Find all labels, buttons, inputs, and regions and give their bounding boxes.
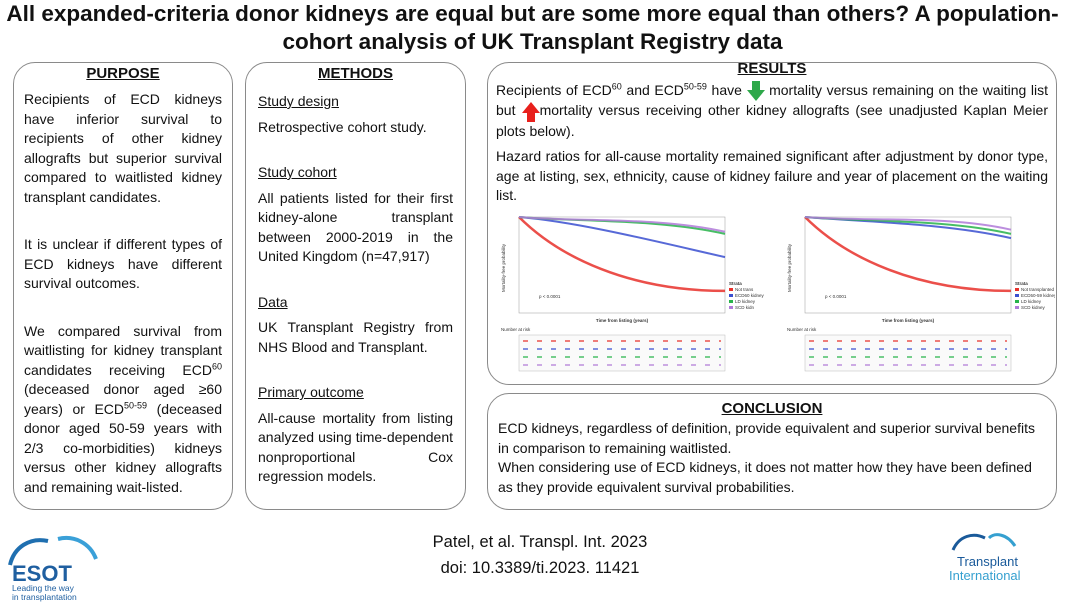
- journal-logo: Transplant International: [949, 533, 1021, 583]
- sup: 60: [211, 360, 222, 371]
- km-plot: Mortality-free probability Time from list…: [501, 216, 765, 372]
- km-plot: Mortality-free probability Time from list…: [787, 216, 1055, 372]
- legend-swatch: [729, 294, 733, 297]
- text: Retrospective cohort study.: [258, 118, 427, 135]
- legend-swatch: [729, 300, 733, 303]
- text: UK Transplant Registry from NHS Blood an…: [258, 319, 453, 355]
- doi: doi: 10.3389/ti.2023. 11421: [440, 559, 640, 577]
- text: (deceased donor aged 50-59 years with 2/…: [24, 400, 222, 495]
- legend-swatch: [1015, 294, 1019, 297]
- risk-table: [518, 334, 726, 372]
- sup: 60: [611, 81, 622, 92]
- text: mortality versus receiving other kidney …: [496, 102, 1049, 139]
- heading: METHODS: [318, 65, 393, 82]
- km-curve: [804, 216, 1012, 293]
- heading: CONCLUSION: [721, 400, 823, 417]
- legend-label: ECD50-59 kidney: [1021, 293, 1055, 298]
- x-axis-label: Time from listing (years): [596, 318, 649, 323]
- logo-name: ESOT: [12, 561, 72, 586]
- p-value: p < 0.0001: [825, 294, 847, 299]
- risk-title: Number at risk: [787, 327, 817, 332]
- text: We compared survival from waitlisting fo…: [24, 322, 222, 378]
- text: Recipients of ECD kidneys have inferior …: [24, 91, 222, 205]
- text: have: [706, 82, 742, 98]
- text: and ECD: [621, 82, 684, 98]
- methods-body: Study design Retrospective cohort study.…: [258, 92, 453, 487]
- legend-label: SCD kidney: [1021, 305, 1046, 310]
- conclusion-body: ECD kidneys, regardless of definition, p…: [498, 419, 1046, 497]
- journal-name: International: [949, 568, 1021, 583]
- km-curve: [518, 216, 726, 259]
- results-body: Recipients of ECD60 and ECD50-59 have mo…: [496, 81, 1048, 206]
- up-arrow: [521, 101, 540, 122]
- purpose-box: PURPOSE Recipients of ECD kidneys have i…: [13, 62, 233, 510]
- down-arrow: [746, 81, 765, 102]
- p-value: p < 0.0001: [539, 294, 561, 299]
- legend-label: LD kidney: [735, 299, 756, 304]
- purpose-body: Recipients of ECD kidneys have inferior …: [24, 90, 222, 497]
- text: mortality versus remaining on the waitin…: [496, 82, 1049, 119]
- logo-tagline: Leading the way: [12, 583, 75, 593]
- journal-name: Transplant: [957, 554, 1018, 569]
- risk-table: [804, 334, 1012, 372]
- y-axis-label: Mortality-free probability: [787, 243, 792, 292]
- paragraph: Recipients of ECD kidneys have inferior …: [24, 90, 222, 207]
- results-box: RESULTS Recipients of ECD60 and ECD50-59…: [487, 60, 1057, 385]
- text: When considering use of ECD kidneys, it …: [498, 459, 1032, 495]
- subheading: Data: [258, 293, 288, 310]
- paragraph: Recipients of ECD60 and ECD50-59 have mo…: [496, 81, 1048, 141]
- paragraph: It is unclear if different types of ECD …: [24, 235, 222, 294]
- text: All patients listed for their first kidn…: [258, 189, 453, 265]
- esot-logo: ESOT Leading the way in transplantation: [8, 536, 98, 602]
- text: It is unclear if different types of ECD …: [24, 236, 222, 291]
- sup: 50-59: [124, 399, 148, 410]
- legend-title: Strata: [1015, 281, 1028, 286]
- text: (deceased donor aged ≥60 years) or ECD: [24, 381, 222, 417]
- km-curve: [518, 216, 726, 233]
- title: All expanded-criteria donor kidneys are …: [6, 1, 1059, 54]
- paragraph: We compared survival from waitlisting fo…: [24, 322, 222, 498]
- legend-label: ECD60 kidney: [735, 293, 765, 298]
- logo-tagline: in transplantation: [12, 592, 77, 602]
- legend-swatch: [729, 288, 733, 291]
- legend-swatch: [1015, 300, 1019, 303]
- subheading: Study cohort: [258, 164, 337, 180]
- legend-swatch: [1015, 288, 1019, 291]
- legend-label: SCD kidn: [735, 305, 755, 310]
- citation: Patel, et al. Transpl. Int. 2023: [432, 533, 648, 551]
- x-axis-label: Time from listing (years): [882, 318, 935, 323]
- text: All-cause mortality from listing analyze…: [258, 409, 453, 485]
- paragraph: Hazard ratios for all-cause mortality re…: [496, 147, 1048, 206]
- km-curve: [518, 216, 726, 293]
- methods-box: METHODS Study design Retrospective cohor…: [245, 62, 466, 510]
- sup: 50-59: [683, 81, 707, 92]
- subheading: Primary outcome: [258, 384, 364, 400]
- plot-area: [804, 216, 1012, 314]
- legend-swatch: [1015, 306, 1019, 309]
- y-axis-label: Mortality-free probability: [501, 243, 506, 292]
- legend-label: Not transplanted: [1021, 287, 1055, 292]
- legend-label: Not trans: [735, 287, 754, 292]
- conclusion-box: CONCLUSION ECD kidneys, regardless of de…: [487, 393, 1057, 510]
- heading: RESULTS: [737, 60, 807, 77]
- legend-label: LD kidney: [1021, 299, 1042, 304]
- text: Hazard ratios for all-cause mortality re…: [496, 148, 1048, 204]
- legend-title: Strata: [729, 281, 742, 286]
- legend-swatch: [729, 306, 733, 309]
- heading: PURPOSE: [86, 65, 160, 82]
- subheading: Study design: [258, 93, 339, 109]
- km-curve: [804, 216, 1012, 231]
- risk-title: Number at risk: [501, 327, 531, 332]
- text: ECD kidneys, regardless of definition, p…: [498, 420, 1035, 456]
- text: Recipients of ECD: [496, 82, 612, 98]
